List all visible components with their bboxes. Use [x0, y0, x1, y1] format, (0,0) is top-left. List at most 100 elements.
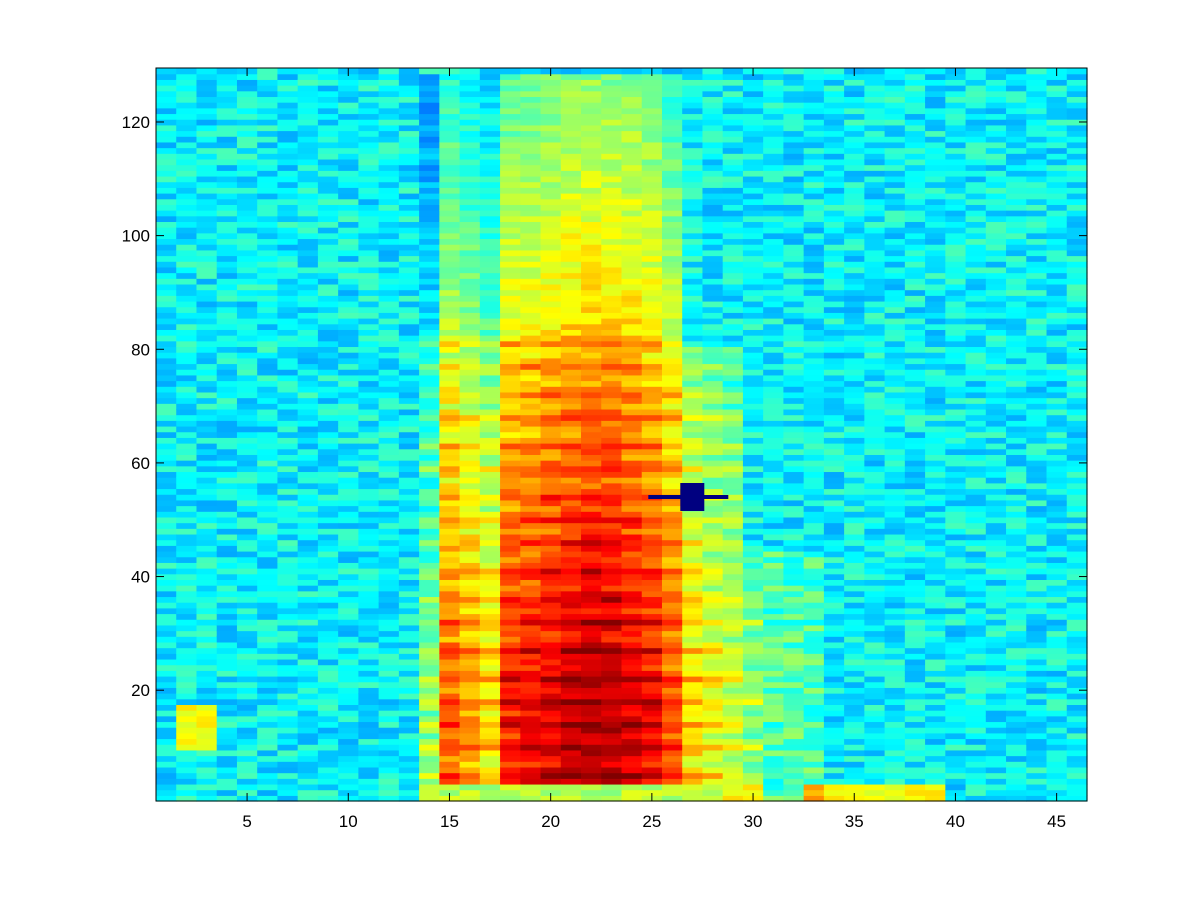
heatmap-cell: [500, 283, 521, 291]
heatmap-cell: [479, 624, 501, 632]
heatmap-cell: [742, 443, 764, 450]
heatmap-cell: [439, 79, 461, 86]
heatmap-cell: [378, 374, 400, 382]
heatmap-cell: [520, 522, 542, 529]
heatmap-cell: [297, 261, 319, 268]
heatmap-cell: [358, 363, 380, 370]
heatmap-cell: [500, 357, 521, 365]
heatmap-cell: [419, 147, 440, 154]
heatmap-cell: [419, 641, 440, 649]
heatmap-cell: [904, 278, 926, 285]
heatmap-cell: [257, 585, 279, 592]
heatmap-cell: [297, 482, 319, 490]
heatmap-cell: [257, 761, 279, 768]
heatmap-cell: [682, 573, 704, 580]
heatmap-cell: [823, 187, 845, 194]
heatmap-cell: [540, 90, 562, 98]
heatmap-cell: [520, 727, 542, 734]
heatmap-cell: [398, 335, 420, 342]
heatmap-cell: [661, 198, 683, 205]
heatmap-cell: [783, 147, 805, 154]
heatmap-cell: [419, 704, 440, 711]
heatmap-cell: [520, 693, 542, 700]
heatmap-cell: [378, 255, 400, 262]
heatmap-cell: [783, 789, 805, 796]
heatmap-cell: [823, 454, 845, 461]
heatmap-cell: [884, 244, 906, 251]
heatmap-cell: [844, 658, 865, 666]
heatmap-cell: [297, 602, 319, 609]
heatmap-cell: [216, 380, 238, 387]
heatmap-cell: [419, 755, 440, 762]
heatmap-cell: [884, 528, 906, 535]
heatmap-cell: [297, 727, 319, 734]
heatmap-cell: [176, 380, 198, 387]
heatmap-cell: [216, 187, 238, 194]
heatmap-cell: [560, 766, 582, 774]
heatmap-cell: [439, 397, 461, 404]
heatmap-cell: [196, 73, 218, 80]
heatmap-cell: [904, 772, 926, 779]
heatmap-cell: [783, 602, 805, 609]
heatmap-cell: [358, 408, 380, 416]
heatmap-cell: [803, 261, 825, 268]
heatmap-cell: [398, 221, 420, 228]
heatmap-cell: [176, 590, 198, 598]
heatmap-cell: [216, 158, 238, 166]
heatmap-cell: [439, 619, 461, 626]
heatmap-cell: [338, 664, 359, 671]
heatmap-cell: [216, 272, 238, 279]
heatmap-cell: [500, 266, 521, 274]
heatmap-cell: [641, 749, 663, 757]
heatmap-cell: [156, 681, 177, 688]
heatmap-cell: [419, 210, 440, 217]
heatmap-cell: [601, 477, 623, 484]
heatmap-cell: [459, 778, 481, 785]
heatmap-cell: [439, 636, 461, 643]
heatmap-cell: [378, 73, 400, 80]
heatmap-cell: [297, 300, 319, 308]
heatmap-cell: [581, 102, 602, 109]
heatmap-cell: [783, 499, 805, 507]
heatmap-cell: [641, 727, 663, 734]
heatmap-cell: [398, 130, 420, 137]
heatmap-cell: [823, 323, 845, 330]
heatmap-cell: [257, 340, 279, 348]
heatmap-cell: [864, 295, 886, 302]
heatmap-cell: [904, 443, 926, 450]
heatmap-cell: [560, 579, 582, 586]
heatmap-cell: [216, 658, 238, 666]
heatmap-cell: [783, 403, 805, 410]
heatmap-cell: [601, 443, 623, 450]
heatmap-cell: [439, 238, 461, 245]
heatmap-cell: [783, 210, 805, 217]
heatmap-cell: [338, 181, 359, 188]
heatmap-cell: [722, 698, 744, 705]
heatmap-cell: [884, 539, 906, 546]
heatmap-cell: [277, 158, 299, 166]
heatmap-cell: [317, 732, 339, 740]
heatmap-cell: [358, 136, 380, 143]
heatmap-cell: [661, 698, 683, 705]
heatmap-cell: [884, 477, 906, 484]
heatmap-cell: [419, 749, 440, 757]
heatmap-cell: [661, 323, 683, 330]
heatmap-cell: [702, 727, 724, 734]
heatmap-cell: [864, 255, 886, 262]
heatmap-cell: [925, 585, 946, 592]
heatmap-cell: [176, 721, 198, 728]
heatmap-cell: [884, 318, 906, 325]
heatmap-cell: [581, 437, 602, 444]
heatmap-cell: [702, 90, 724, 98]
heatmap-cell: [540, 732, 562, 740]
heatmap-cell: [156, 352, 177, 359]
heatmap-cell: [297, 312, 319, 319]
heatmap-cell: [338, 295, 359, 302]
heatmap-cell: [419, 607, 440, 615]
heatmap-cell: [338, 528, 359, 535]
heatmap-cell: [844, 73, 865, 80]
heatmap-cell: [196, 641, 218, 649]
heatmap-cell: [216, 431, 238, 438]
heatmap-cell: [864, 738, 886, 745]
heatmap-cell: [540, 295, 562, 302]
